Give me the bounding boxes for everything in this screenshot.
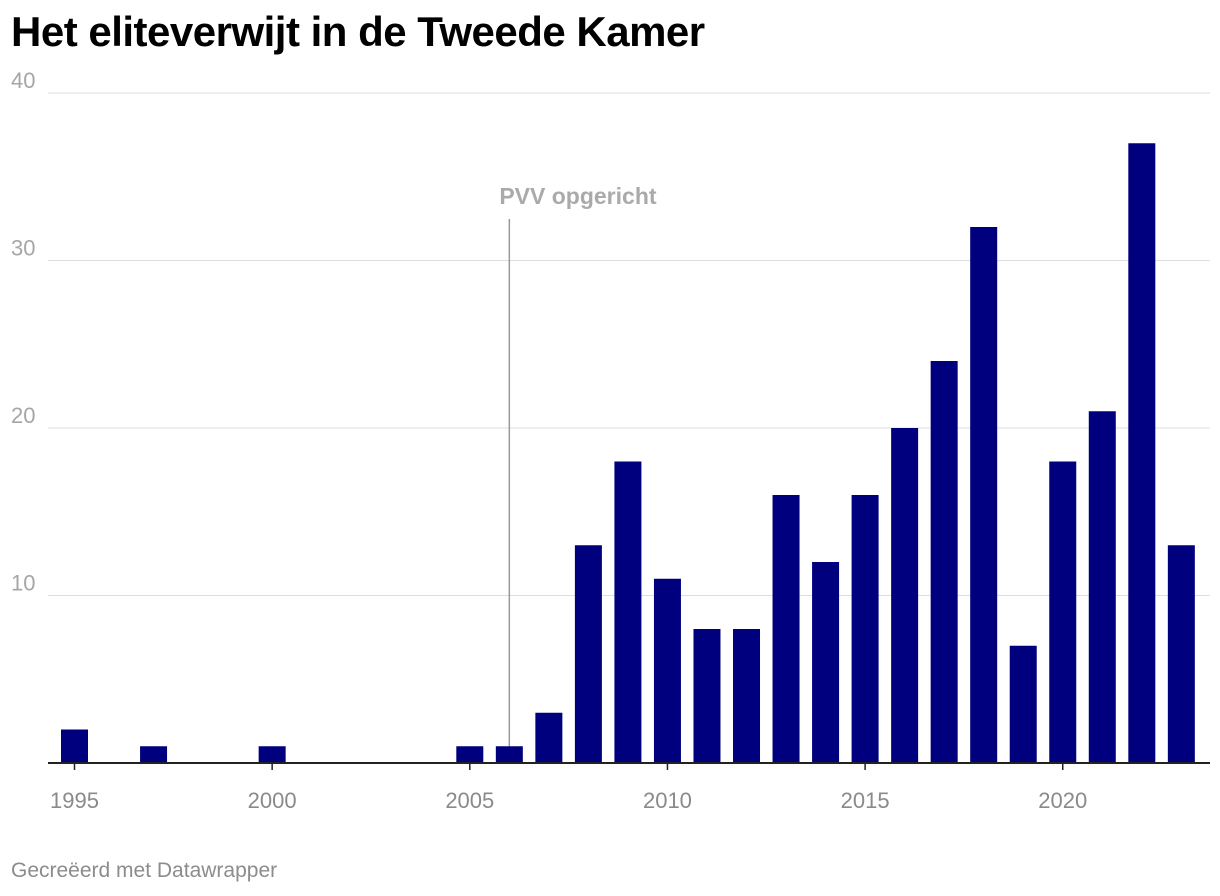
chart-title: Het eliteverwijt in de Tweede Kamer — [11, 8, 705, 55]
x-tick-label-2010: 2010 — [643, 788, 692, 813]
annotation-layer: PVV opgericht — [499, 183, 657, 763]
bar-1995 — [61, 729, 88, 763]
bar-2008 — [574, 545, 602, 763]
y-tick-label-30: 30 — [11, 236, 35, 261]
bars — [61, 143, 1195, 763]
bar-2014 — [812, 562, 840, 763]
y-tick-label-40: 40 — [11, 68, 35, 93]
bar-2022 — [1128, 143, 1156, 763]
bar-2018 — [970, 227, 998, 763]
bar-2006 — [495, 746, 523, 763]
bar-2016 — [891, 428, 919, 763]
bar-2010 — [653, 578, 681, 763]
x-tick-label-1995: 1995 — [50, 788, 99, 813]
x-tick-label-2015: 2015 — [841, 788, 890, 813]
bar-2021 — [1088, 411, 1116, 763]
annotation-label: PVV opgericht — [499, 183, 657, 209]
y-tick-label-20: 20 — [11, 403, 35, 428]
gridlines: 10 20 30 40 — [11, 68, 1210, 596]
bar-2012 — [733, 629, 761, 763]
bar-2013 — [772, 495, 800, 763]
bar-2015 — [851, 495, 879, 763]
bar-2011 — [693, 629, 721, 763]
x-tick-label-2000: 2000 — [248, 788, 297, 813]
x-tick-label-2005: 2005 — [445, 788, 494, 813]
bar-1997 — [140, 746, 168, 763]
bar-2023 — [1167, 545, 1195, 763]
bar-2017 — [930, 361, 958, 763]
bar-2007 — [535, 712, 563, 763]
x-tick-label-2020: 2020 — [1038, 788, 1087, 813]
footer-credit: Gecreëerd met Datawrapper — [11, 859, 278, 882]
x-axis: 1995 2000 2005 2010 2015 2020 — [48, 762, 1210, 813]
bar-2020 — [1049, 461, 1077, 763]
bar-2005 — [456, 746, 484, 763]
bar-2019 — [1009, 645, 1037, 763]
y-tick-label-10: 10 — [11, 571, 35, 596]
bar-2000 — [258, 746, 286, 763]
bar-2009 — [614, 461, 642, 763]
